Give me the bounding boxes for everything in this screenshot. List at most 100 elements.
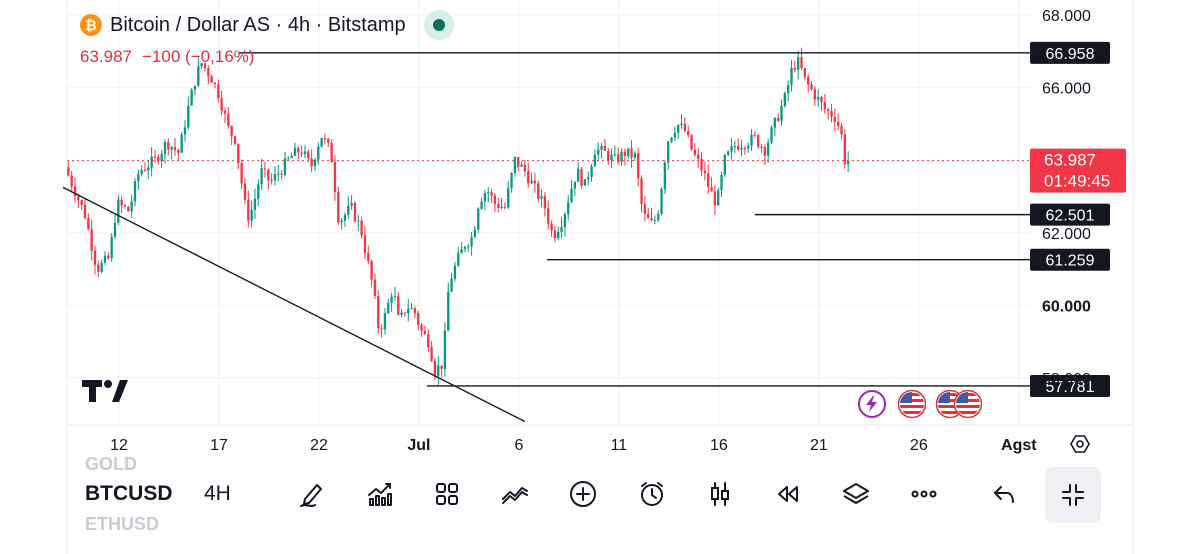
collapse-button[interactable] xyxy=(1045,467,1101,523)
candle-body xyxy=(330,143,333,163)
us-flag-icon[interactable] xyxy=(953,389,983,419)
candle-body xyxy=(240,163,243,184)
candle-body xyxy=(787,84,790,94)
candle-body xyxy=(300,152,303,154)
candle-body xyxy=(357,220,360,222)
alert-icon[interactable] xyxy=(634,476,670,512)
candle-body xyxy=(217,84,220,99)
drawing-lines[interactable] xyxy=(62,52,1030,423)
lightning-icon[interactable] xyxy=(858,390,886,418)
candle-body xyxy=(337,192,340,223)
draw-icon[interactable] xyxy=(294,476,330,512)
next-symbol[interactable]: ETHUSD xyxy=(85,514,160,534)
price-label: 61.259 xyxy=(1046,253,1095,270)
candle-body xyxy=(307,151,310,159)
candle-body xyxy=(743,147,747,149)
candle-body xyxy=(213,82,217,85)
candle-body xyxy=(130,201,133,212)
symbol-button[interactable]: BTCUSD xyxy=(85,482,173,505)
prev-symbol[interactable]: GOLD xyxy=(85,454,137,474)
candle-body xyxy=(660,188,663,214)
bitcoin-icon: ₿ xyxy=(80,14,102,36)
candle-body xyxy=(210,76,213,83)
tradingview-logo-icon[interactable] xyxy=(82,378,128,404)
layouts-icon[interactable] xyxy=(429,476,465,512)
candle-body xyxy=(633,153,637,158)
indicators-icon[interactable] xyxy=(362,476,398,512)
candle-body xyxy=(523,164,527,172)
time-axis[interactable]: 12 17 22 Jul 6 11 16 21 26 Agst xyxy=(110,435,1090,454)
candle-body xyxy=(653,219,657,221)
chart-title[interactable]: Bitcoin / Dollar AS · 4h · Bitstamp xyxy=(110,13,406,36)
layers-icon[interactable] xyxy=(838,476,874,512)
axis-settings-icon[interactable] xyxy=(1070,435,1090,453)
replay-icon[interactable] xyxy=(770,476,806,512)
candle-body xyxy=(367,252,370,261)
candle-body xyxy=(550,223,553,231)
compare-icon[interactable] xyxy=(497,476,533,512)
candle-body xyxy=(597,149,600,155)
price-label-box[interactable] xyxy=(1030,248,1110,271)
y-tick-label: 60.000 xyxy=(1042,298,1091,315)
symbol-header[interactable]: ₿ Bitcoin / Dollar AS · 4h · Bitstamp xyxy=(80,10,454,40)
candle-body xyxy=(187,105,190,128)
chart-grid xyxy=(66,0,1134,554)
add-icon[interactable] xyxy=(565,476,601,512)
price-label-box[interactable] xyxy=(1030,374,1110,397)
candle-body xyxy=(310,158,313,167)
candle-body xyxy=(737,146,740,150)
candle-body xyxy=(127,206,130,212)
candle-body xyxy=(97,264,100,272)
candle-body xyxy=(83,204,87,219)
candle-body xyxy=(507,188,510,208)
candle-body xyxy=(630,148,633,158)
candle-body xyxy=(557,231,560,238)
price-label-box[interactable] xyxy=(1030,203,1110,226)
candle-body xyxy=(417,313,420,326)
x-tick-label: Agst xyxy=(1001,437,1037,454)
price-label-box[interactable] xyxy=(1030,41,1110,64)
candle-body xyxy=(400,312,403,315)
candle-body xyxy=(170,147,173,150)
candle-body xyxy=(360,220,363,236)
x-tick-label: 22 xyxy=(310,437,328,454)
candle-body xyxy=(640,178,643,205)
candle-body xyxy=(753,134,757,136)
candle-body xyxy=(583,179,587,186)
candle-body xyxy=(383,313,387,330)
candle-body xyxy=(527,171,530,184)
candle-body xyxy=(697,154,700,159)
candle-body xyxy=(793,67,797,70)
current-price-box[interactable] xyxy=(1030,148,1126,193)
candle-type-icon[interactable] xyxy=(702,476,738,512)
candle-body xyxy=(647,213,650,219)
candle-body xyxy=(363,235,367,253)
candle-body xyxy=(203,63,207,69)
timeframe-button[interactable]: 4H xyxy=(204,482,231,505)
candle-body xyxy=(263,168,267,170)
price-axis[interactable]: 66.958 62.501 61.259 57.781 63.987 01:49:45 68… xyxy=(1030,8,1126,397)
candle-body xyxy=(407,308,410,314)
us-flag-icon[interactable] xyxy=(897,389,927,419)
y-tick-label: 68.000 xyxy=(1042,8,1091,25)
candle-body xyxy=(610,154,613,161)
candle-body xyxy=(833,116,837,122)
candle-body xyxy=(453,265,457,279)
candle-body xyxy=(670,137,673,142)
candle-body xyxy=(237,143,240,164)
candle-body xyxy=(490,192,493,196)
undo-icon[interactable] xyxy=(986,476,1022,512)
x-tick-label: 17 xyxy=(210,437,228,454)
candle-body xyxy=(270,179,273,181)
trend-line[interactable] xyxy=(62,186,526,423)
candle-body xyxy=(513,156,517,174)
candle-body xyxy=(740,147,743,150)
candle-body xyxy=(120,199,123,206)
more-icon[interactable] xyxy=(906,476,942,512)
candle-body xyxy=(533,180,537,184)
candle-body xyxy=(720,174,723,191)
candle-body xyxy=(603,146,607,151)
market-status-icon[interactable] xyxy=(423,10,454,40)
candle-body xyxy=(710,186,713,192)
